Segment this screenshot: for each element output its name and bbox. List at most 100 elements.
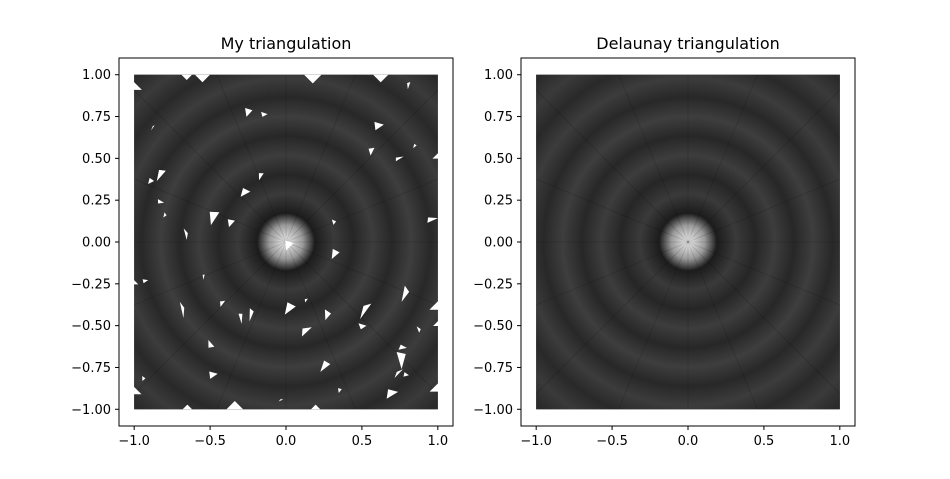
triangulation-gap [278, 399, 284, 402]
heatmap-ripple [536, 74, 840, 410]
y-tick-label: −0.75 [473, 361, 513, 376]
triangulation-edge [618, 74, 689, 243]
border-gap [182, 404, 193, 410]
y-axis: 1.00 0.75 0.50 0.25 0.00 −0.25 −0.50 −0.75 −1.00 [473, 68, 521, 418]
triangulation-gap [338, 388, 342, 393]
triangulation-gap [157, 199, 165, 204]
y-tick-label: −0.25 [473, 277, 513, 292]
triangulation-edge [687, 89, 840, 243]
triangulation-gap [151, 125, 155, 131]
triangulation-gap [208, 339, 215, 348]
triangulation-gap [148, 177, 155, 185]
border-gap [194, 74, 210, 83]
triangulation-edge [285, 241, 438, 306]
triangulation-gap [261, 111, 268, 117]
triangulation-gap [320, 360, 331, 372]
border-gap [373, 74, 389, 83]
y-tick-label: 1.00 [484, 68, 513, 83]
border-gap [226, 400, 244, 410]
triangulation-edge [687, 178, 840, 243]
border-gap [311, 404, 321, 410]
y-tick-label: 0.00 [82, 236, 111, 251]
y-tick-label: −0.50 [71, 319, 111, 334]
x-tick-label: 1.0 [829, 434, 850, 449]
triangulation-gap [227, 219, 235, 228]
triangulation-gap [407, 82, 411, 90]
x-tick-label: 0.0 [276, 434, 297, 449]
triangulation-gap [403, 372, 409, 377]
triangulation-edge [285, 241, 438, 395]
triangulation-edge [536, 89, 689, 243]
x-tick-label: 0.5 [754, 434, 775, 449]
triangulation-gap [427, 217, 438, 223]
triangulation-gap [331, 219, 337, 225]
x-tick-label: −1.0 [118, 434, 150, 449]
chart-title: Delaunay triangulation [596, 34, 780, 53]
triangulation-edge [285, 89, 438, 243]
border-gap [433, 321, 443, 327]
triangulation-edge [216, 74, 287, 243]
triangulation-gap [202, 274, 205, 280]
border-gap [429, 383, 447, 392]
triangulation-gap [395, 156, 404, 162]
triangulation-gap [304, 298, 308, 303]
y-tick-label: 0.50 [484, 152, 513, 167]
triangulation-edge [687, 241, 758, 410]
y-tick-label: 0.25 [82, 194, 111, 209]
triangulation-gap [183, 228, 188, 240]
y-tick-label: −0.75 [71, 361, 111, 376]
x-tick-label: −1.0 [520, 434, 552, 449]
triangulation-gap [209, 371, 218, 379]
subplot-my-triangulation: My triangulation −1.0 −0.5 0.0 0.5 1.0 1.00 0… [71, 34, 454, 449]
triangulation-gap [374, 121, 384, 131]
triangulation-edge [134, 241, 287, 395]
y-tick-label: 1.00 [82, 68, 111, 83]
y-tick-label: 0.50 [82, 152, 111, 167]
triangulation-gap [285, 240, 294, 251]
triangulation-edge [285, 178, 438, 243]
border-gap [432, 153, 444, 159]
triangulation-gap [324, 309, 332, 321]
chart-title: My triangulation [221, 34, 352, 53]
triangulation-gap [401, 285, 410, 302]
border-gap [130, 280, 139, 285]
x-tick-label: 0.5 [352, 434, 373, 449]
triangulation-gap [368, 147, 375, 156]
y-tick-label: −1.00 [473, 403, 513, 418]
triangulation-edge [134, 241, 287, 306]
x-tick-label: 1.0 [427, 434, 448, 449]
y-tick-label: 0.75 [82, 110, 111, 125]
subplot-delaunay-triangulation: Delaunay triangulation −1.0 −0.5 0.0 0.5 1.0… [473, 34, 856, 449]
heatmap-surface [536, 74, 840, 410]
triangulation-gap [358, 323, 367, 330]
triangulation-gap [156, 169, 166, 182]
triangulation-edge [536, 178, 689, 243]
triangulation-edge [285, 241, 356, 410]
triangulation-edge [687, 241, 840, 306]
y-tick-label: −1.00 [71, 403, 111, 418]
x-tick-label: −0.5 [596, 434, 628, 449]
triangulation-gap [416, 326, 421, 333]
triangulation-edge [285, 74, 356, 243]
triangulation-gap [240, 188, 251, 197]
border-gap [429, 301, 447, 310]
triangulation-gap [245, 107, 253, 117]
triangulation-edge [687, 74, 758, 243]
triangulation-edge [687, 241, 840, 395]
y-tick-label: −0.25 [71, 277, 111, 292]
triangulation-gap [163, 212, 167, 218]
triangulation-gap [220, 300, 226, 307]
triangulation-gap [301, 327, 312, 337]
triangulation-gap [249, 308, 254, 322]
triangulation-edge [216, 241, 287, 410]
y-tick-label: 0.00 [484, 236, 513, 251]
triangulation-gap [386, 389, 399, 399]
triangulation-edge [134, 178, 287, 243]
border-gap [304, 74, 322, 84]
triangulation-gap [142, 279, 149, 284]
y-tick-label: 0.25 [484, 194, 513, 209]
x-tick-label: −0.5 [194, 434, 226, 449]
triangulation-gap [413, 143, 417, 149]
triangulation-gap [396, 351, 406, 370]
